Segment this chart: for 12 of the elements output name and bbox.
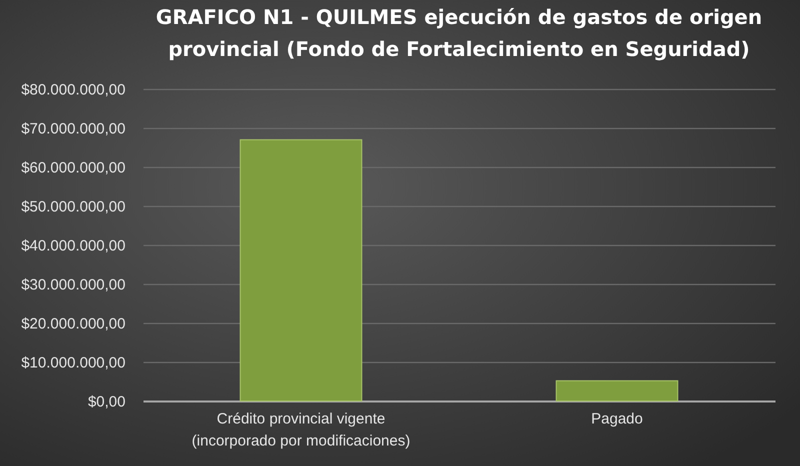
y-tick-label: $40.000.000,00 [21, 238, 126, 254]
y-tick-label: $30.000.000,00 [21, 276, 126, 294]
chart-title: GRAFICO N1 - QUILMES ejecución de gastos de origen provincial (Fondo de Fortalecimiento en Seguridad) [156, 5, 762, 61]
y-tick-label: $0,00 [88, 394, 126, 410]
y-tick-label: $50.000.000,00 [21, 198, 126, 216]
y-tick-label: $20.000.000,00 [21, 316, 126, 332]
y-tick-label: $70.000.000,00 [21, 120, 126, 138]
x-tick-label: Crédito provincial vigente (incorporado por modificaciones) [192, 410, 410, 450]
y-tick-label: $80.000.000,00 [21, 82, 126, 98]
y-tick-label: $10.000.000,00 [21, 354, 126, 372]
y-tick-label: $60.000.000,00 [21, 160, 126, 176]
x-tick-label: Pagado [591, 410, 643, 428]
